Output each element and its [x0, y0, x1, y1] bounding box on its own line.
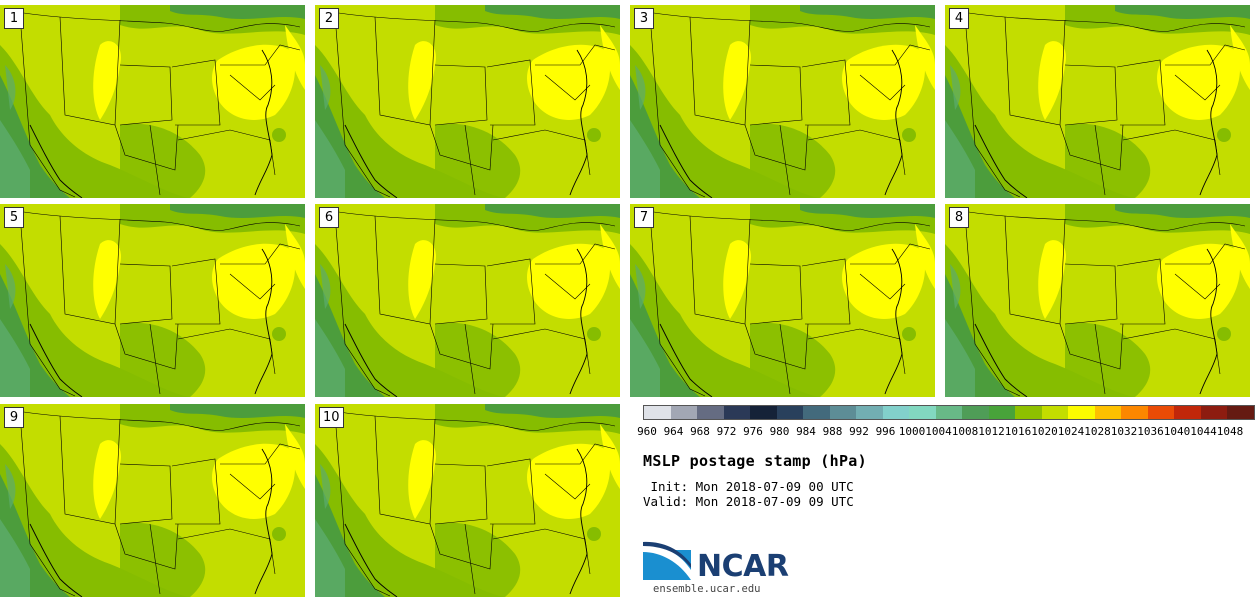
postage-stamp-panel: 7 — [630, 204, 935, 397]
color-bar-swatch — [697, 406, 724, 419]
color-bar-tick-label: 1028 — [1084, 425, 1111, 438]
mslp-map — [315, 5, 620, 198]
color-bar-swatch — [988, 406, 1015, 419]
mslp-map — [315, 204, 620, 397]
color-bar-swatch — [723, 406, 750, 419]
color-bar-tick-label: 988 — [822, 425, 843, 438]
postage-stamp-panel: 5 — [0, 204, 305, 397]
color-bar-tick-label: 1012 — [978, 425, 1005, 438]
ncar-logo-icon — [643, 541, 691, 580]
init-time: Init: Mon 2018-07-09 00 UTC — [650, 479, 854, 494]
postage-stamp-panel: 3 — [630, 5, 935, 198]
color-bar-tick-label: 992 — [849, 425, 869, 438]
color-bar-swatch — [803, 406, 830, 419]
color-bar-tick-label: 1016 — [1004, 425, 1032, 438]
color-bar-swatch — [1041, 406, 1068, 419]
panel-member-label: 7 — [634, 207, 654, 228]
color-bar-swatch — [1094, 406, 1121, 419]
color-bar-tick-label: 972 — [716, 425, 737, 438]
color-bar-swatch — [670, 406, 697, 419]
color-bar-tick-label: 996 — [875, 425, 896, 438]
color-bar-tick-label: 984 — [796, 425, 816, 438]
color-bar-tick-label: 1008 — [951, 425, 979, 438]
color-bar-tick-label: 976 — [743, 425, 763, 438]
color-bar-tick-label: 1000 — [898, 425, 926, 438]
mslp-map — [945, 204, 1250, 397]
color-bar-swatch — [962, 406, 989, 419]
mslp-map — [945, 5, 1250, 198]
color-bar-tick-label: 964 — [663, 425, 684, 438]
color-bar-ticks: 960 964 968 972 976 980 984 988 992 996 1000 1004 10… — [632, 425, 1252, 439]
postage-stamp-panel: 10 — [315, 404, 620, 597]
postage-stamp-panel: 2 — [315, 5, 620, 198]
time-info: Init: Mon 2018-07-09 00 UTC Valid: Mon 2… — [643, 479, 854, 509]
mslp-map — [0, 204, 305, 397]
chart-title: MSLP postage stamp (hPa) — [643, 452, 867, 470]
color-bar-tick-label: 1032 — [1110, 425, 1138, 438]
panel-member-label: 4 — [949, 8, 969, 29]
color-bar-tick-label: 960 — [637, 425, 657, 438]
site-url: ensemble.ucar.edu — [653, 583, 761, 595]
panel-member-label: 2 — [319, 8, 339, 29]
postage-stamp-panel: 4 — [945, 5, 1250, 198]
color-bar-swatch — [829, 406, 856, 419]
mslp-map — [630, 204, 935, 397]
postage-stamp-panel: 1 — [0, 5, 305, 198]
color-bar-tick-label: 1020 — [1031, 425, 1058, 438]
color-bar-swatch — [1068, 406, 1095, 419]
panel-member-label: 8 — [949, 207, 969, 228]
valid-time: Valid: Mon 2018-07-09 09 UTC — [643, 494, 854, 509]
color-bar — [643, 405, 1255, 420]
color-bar-swatch — [776, 406, 803, 419]
mslp-map — [315, 404, 620, 597]
color-bar-swatch — [882, 406, 909, 419]
color-bar-swatch — [1174, 406, 1201, 419]
color-bar-swatch — [909, 406, 936, 419]
postage-stamp-panel: 6 — [315, 204, 620, 397]
color-bar-swatch — [750, 406, 777, 419]
color-bar-tick-label: 1004 — [925, 425, 952, 438]
color-bar-swatch — [1015, 406, 1042, 419]
color-bar-tick-label: 980 — [769, 425, 790, 438]
color-bar-tick-label: 968 — [690, 425, 710, 438]
color-bar-swatch — [856, 406, 883, 419]
mslp-map — [0, 404, 305, 597]
postage-stamp-panel: 8 — [945, 204, 1250, 397]
color-bar-swatch — [1227, 406, 1254, 419]
color-bar-swatch — [1147, 406, 1174, 419]
panel-member-label: 9 — [4, 407, 24, 428]
color-bar-swatch — [1200, 406, 1227, 419]
panel-member-label: 1 — [4, 8, 24, 29]
panel-member-label: 5 — [4, 207, 24, 228]
color-bar-tick-label: 1044 — [1190, 425, 1217, 438]
color-bar-swatch — [1121, 406, 1148, 419]
ncar-logo-text: NCAR — [697, 549, 789, 584]
color-bar-swatch — [644, 406, 671, 419]
panel-member-label: 6 — [319, 207, 339, 228]
color-bar-tick-label: 1024 — [1057, 425, 1085, 438]
color-bar-tick-label: 1048 — [1216, 425, 1244, 438]
mslp-map — [630, 5, 935, 198]
color-bar-tick-label: 1036 — [1137, 425, 1164, 438]
mslp-map — [0, 5, 305, 198]
color-bar-tick-label: 1040 — [1163, 425, 1191, 438]
panel-member-label: 10 — [319, 407, 344, 428]
postage-stamp-panel: 9 — [0, 404, 305, 597]
panel-member-label: 3 — [634, 8, 654, 29]
color-bar-swatch — [935, 406, 962, 419]
